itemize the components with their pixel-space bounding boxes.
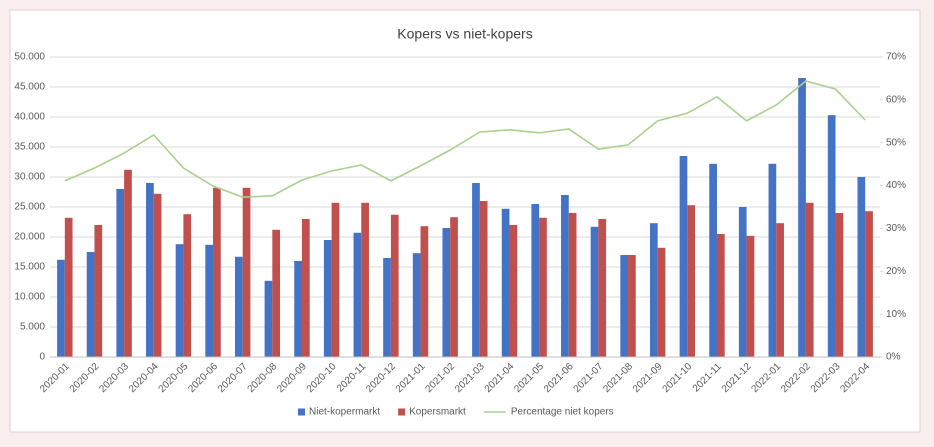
bar <box>390 214 399 357</box>
chart-title: Kopers vs niet-kopers <box>397 26 532 42</box>
bar <box>450 217 458 357</box>
bar <box>687 205 696 357</box>
bar <box>294 261 302 357</box>
bar <box>301 219 310 357</box>
bar <box>746 235 755 357</box>
y-tick-label: 25.000 <box>14 202 45 213</box>
y-tick-label: 10.000 <box>14 292 45 303</box>
y-tick-label: 0 <box>39 352 45 363</box>
y-tick-label: 30.000 <box>14 172 45 183</box>
y2-tick-label: 50% <box>886 137 906 148</box>
bar <box>213 187 221 357</box>
bar <box>420 226 429 357</box>
bar <box>768 163 777 357</box>
bar <box>183 214 192 357</box>
bar <box>153 193 162 357</box>
bar <box>57 259 65 357</box>
bar <box>835 213 844 357</box>
bar <box>857 177 866 357</box>
legend-label: Percentage niet kopers <box>511 407 614 418</box>
y2-tick-label: 0% <box>886 352 901 363</box>
y2-tick-label: 40% <box>886 180 906 191</box>
bar <box>568 213 577 357</box>
bar <box>146 183 154 357</box>
bar <box>561 195 569 357</box>
y-tick-label: 45.000 <box>14 82 45 93</box>
y2-tick-label: 30% <box>886 223 906 234</box>
bar <box>361 202 369 357</box>
y-tick-label: 35.000 <box>14 142 45 153</box>
bar <box>716 234 725 357</box>
bar <box>472 183 480 357</box>
bar <box>242 187 251 357</box>
line-series <box>64 80 866 198</box>
bar <box>479 201 488 357</box>
y-tick-label: 50.000 <box>14 52 45 63</box>
bar <box>94 225 103 357</box>
bar <box>709 163 717 357</box>
bar <box>264 280 273 357</box>
y-tick-label: 15.000 <box>14 262 45 273</box>
legend-label: Kopersmarkt <box>409 407 466 418</box>
y-tick-label: 20.000 <box>14 232 45 243</box>
bar <box>86 252 95 357</box>
bar <box>412 253 421 357</box>
bar <box>323 240 332 357</box>
bar <box>272 229 281 357</box>
bar <box>175 244 184 357</box>
bar <box>539 217 547 357</box>
y2-tick-label: 60% <box>886 94 906 105</box>
bar <box>805 202 814 357</box>
bar <box>509 225 518 357</box>
bar <box>116 189 125 357</box>
bar <box>383 258 391 357</box>
bar <box>598 219 607 357</box>
bar <box>649 223 658 357</box>
bar <box>205 244 214 357</box>
bar <box>531 204 540 357</box>
bar <box>124 169 132 357</box>
y2-tick-label: 70% <box>886 52 906 63</box>
y-tick-label: 5.000 <box>20 322 45 333</box>
y2-tick-label: 20% <box>886 266 906 277</box>
bar <box>679 156 688 357</box>
bar <box>590 226 599 357</box>
bar <box>827 115 836 357</box>
bar <box>776 223 784 357</box>
bar <box>628 255 636 357</box>
bar <box>64 217 73 357</box>
bar <box>620 255 629 357</box>
bar <box>442 228 451 357</box>
chart-area <box>9 9 921 433</box>
bar <box>331 202 340 357</box>
bar <box>798 78 806 357</box>
bar <box>657 247 666 357</box>
legend-label: Niet-kopermarkt <box>309 407 380 418</box>
bar <box>234 256 243 357</box>
legend-swatch <box>298 408 305 416</box>
bar <box>353 232 362 357</box>
bar <box>738 207 747 357</box>
y-tick-label: 40.000 <box>14 112 45 123</box>
y2-tick-label: 10% <box>886 309 906 320</box>
bar <box>501 208 510 357</box>
bar <box>865 211 873 357</box>
legend-swatch <box>398 408 406 416</box>
